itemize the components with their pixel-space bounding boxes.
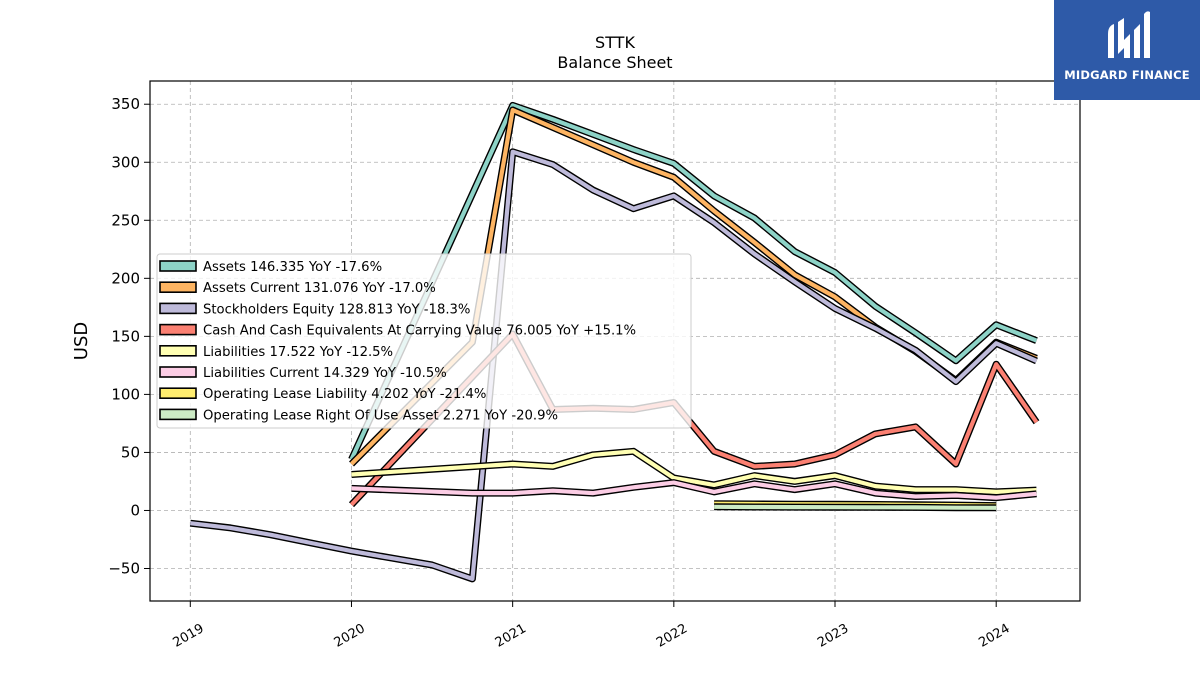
midgard-logo-icon (1108, 11, 1150, 59)
legend-label: Operating Lease Right Of Use Asset 2.271… (203, 408, 558, 423)
legend-swatch (159, 260, 197, 272)
x-tick-label: 2021 (493, 621, 529, 651)
legend-item: Stockholders Equity 128.813 YoY -18.3% (159, 302, 470, 317)
legend-label: Assets Current 131.076 YoY -17.0% (203, 281, 436, 296)
legend-label: Assets 146.335 YoY -17.6% (203, 260, 382, 275)
legend-swatch (159, 302, 197, 315)
legend-label: Liabilities Current 14.329 YoY -10.5% (203, 366, 447, 381)
legend-label: Stockholders Equity 128.813 YoY -18.3% (203, 302, 470, 317)
series-lines (189, 101, 1040, 583)
x-axis-ticks: 2019 2020 2021 2022 2023 2024 (170, 601, 1013, 651)
legend-label: Operating Lease Liability 4.202 YoY -21.… (203, 387, 486, 402)
y-tick-label: 300 (111, 153, 140, 171)
legend-box (156, 253, 692, 429)
legend-swatch (159, 344, 197, 357)
legend-swatch (159, 281, 197, 294)
plot-frame (149, 80, 1081, 602)
chart-subtitle: Balance Sheet (557, 53, 672, 72)
series-line (351, 480, 1037, 500)
series-assets (348, 101, 1038, 461)
x-tick-label: 2022 (654, 621, 690, 651)
series-liabilities-current (351, 479, 1037, 502)
y-axis-label: USD (71, 322, 92, 360)
y-tick-label: 150 (111, 327, 140, 345)
x-tick-label: 2024 (976, 621, 1012, 651)
legend: Assets 146.335 YoY -17.6% Assets Current … (156, 253, 692, 429)
y-axis-ticks: −50 0 50 100 150 200 250 300 350 (108, 95, 150, 578)
chart-title: STTK (595, 33, 635, 52)
series-operating-lease-right-of-use-asset (714, 503, 997, 512)
y-tick-label: 50 (121, 443, 140, 461)
brand-logo: MIDGARD FINANCE (1054, 0, 1200, 100)
legend-swatch (159, 323, 197, 336)
series-stockholders-equity (189, 148, 1038, 583)
legend-label: Cash And Cash Equivalents At Carrying Va… (203, 324, 636, 339)
legend-item: Assets Current 131.076 YoY -17.0% (159, 281, 436, 296)
brand-name: MIDGARD FINANCE (1064, 68, 1190, 82)
series-line (351, 449, 1037, 494)
y-tick-label: 100 (111, 385, 140, 403)
legend-swatch (159, 366, 197, 378)
x-tick-label: 2023 (815, 621, 851, 651)
legend-item: Liabilities 17.522 YoY -12.5% (159, 344, 393, 360)
x-tick-label: 2020 (332, 621, 368, 651)
legend-item: Liabilities Current 14.329 YoY -10.5% (159, 366, 447, 381)
legend-swatch (159, 408, 197, 421)
series-line (714, 504, 997, 510)
legend-item: Operating Lease Right Of Use Asset 2.271… (159, 408, 558, 423)
y-tick-label: 350 (111, 95, 140, 113)
series-line (349, 103, 1038, 461)
legend-label: Liabilities 17.522 YoY -12.5% (203, 345, 393, 360)
series-liabilities (351, 447, 1037, 496)
x-tick-label: 2019 (170, 621, 206, 651)
legend-swatch (159, 387, 197, 400)
legend-item: Cash And Cash Equivalents At Carrying Va… (159, 323, 636, 339)
y-tick-label: 0 (130, 501, 140, 519)
series-line (190, 149, 1038, 582)
y-tick-label: 250 (111, 211, 140, 229)
y-tick-label: −50 (108, 560, 140, 578)
legend-item: Operating Lease Liability 4.202 YoY -21.… (159, 387, 486, 402)
y-tick-label: 200 (111, 269, 140, 287)
legend-item: Assets 146.335 YoY -17.6% (159, 260, 382, 275)
